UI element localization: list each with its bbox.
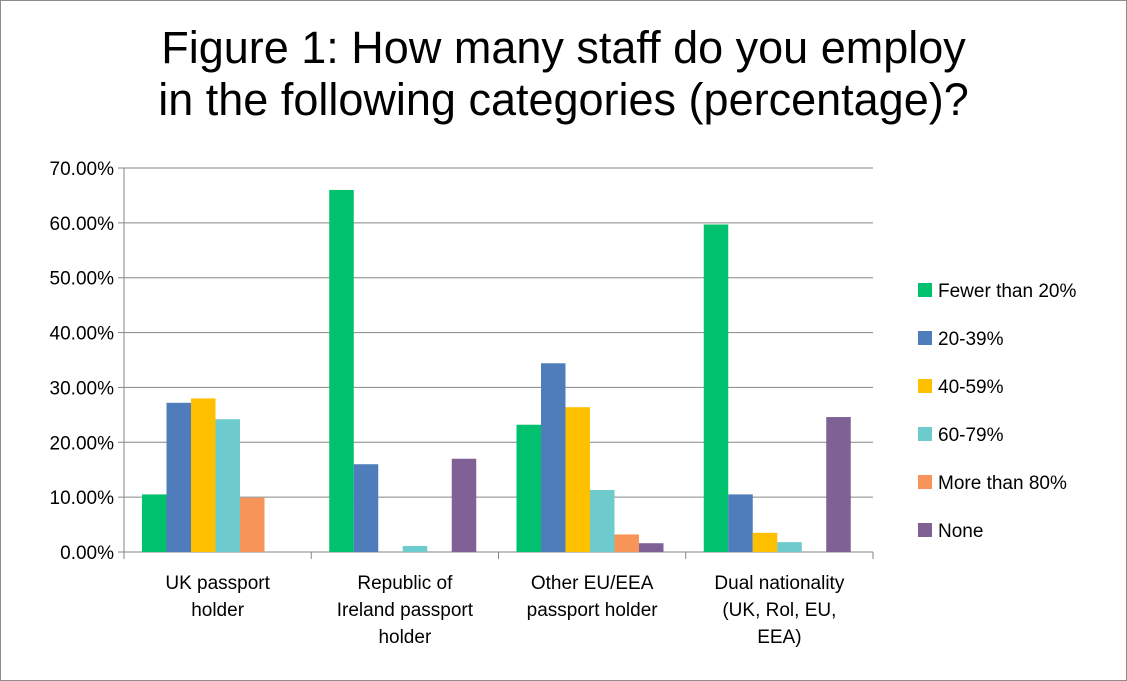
y-tick-label: 60.00% [50, 214, 115, 235]
bar [329, 189, 354, 552]
category-label: Dual nationality [714, 573, 844, 594]
y-tick-label: 10.00% [50, 488, 115, 509]
bar [215, 419, 240, 552]
legend-swatch [918, 379, 932, 393]
bar [728, 494, 753, 552]
y-tick-label: 50.00% [50, 269, 115, 290]
legend-swatch [918, 523, 932, 537]
category-label: EEA) [757, 627, 801, 648]
chart-title: Figure 1: How many staff do you employ i… [0, 22, 1127, 126]
bar [451, 458, 477, 552]
bar [402, 545, 428, 552]
legend-swatch [918, 283, 932, 297]
bar [142, 494, 167, 552]
legend-swatch [918, 331, 932, 345]
y-tick-label: 40.00% [50, 324, 115, 345]
bar [777, 542, 802, 552]
bar [639, 543, 664, 552]
y-tick-label: 30.00% [50, 378, 115, 399]
bar [826, 417, 851, 552]
legend-label: Fewer than 20% [938, 281, 1076, 302]
bar [191, 398, 216, 552]
legend-label: More than 80% [938, 473, 1067, 494]
legend-label: None [938, 521, 983, 542]
legend-label: 40-59% [938, 377, 1004, 398]
bar [541, 363, 566, 552]
y-tick-label: 20.00% [50, 433, 115, 454]
bar [590, 490, 615, 552]
legend-swatch [918, 475, 932, 489]
category-label: (UK, Rol, EU, [722, 600, 836, 621]
legend-label: 60-79% [938, 425, 1004, 446]
chart-title-line-1: Figure 1: How many staff do you employ [161, 22, 966, 73]
bar [353, 464, 379, 552]
category-label: UK passport [165, 573, 270, 594]
legend-label: 20-39% [938, 329, 1004, 350]
category-label: Ireland passport [337, 600, 474, 621]
bar [752, 532, 778, 552]
bar [565, 407, 590, 552]
bar [614, 534, 639, 552]
legend-swatch [918, 427, 932, 441]
chart-title-line-2: in the following categories (percentage)… [158, 74, 969, 125]
y-tick-label: 0.00% [60, 543, 114, 564]
category-label: passport holder [527, 600, 659, 621]
bar [166, 402, 191, 552]
category-label: Republic of [357, 573, 453, 594]
y-tick-label: 70.00% [50, 159, 115, 180]
bar [516, 424, 541, 552]
bar [240, 497, 265, 552]
bar [703, 224, 729, 552]
category-label: Other EU/EEA [531, 573, 654, 594]
category-label: holder [191, 600, 244, 621]
category-label: holder [378, 627, 431, 648]
